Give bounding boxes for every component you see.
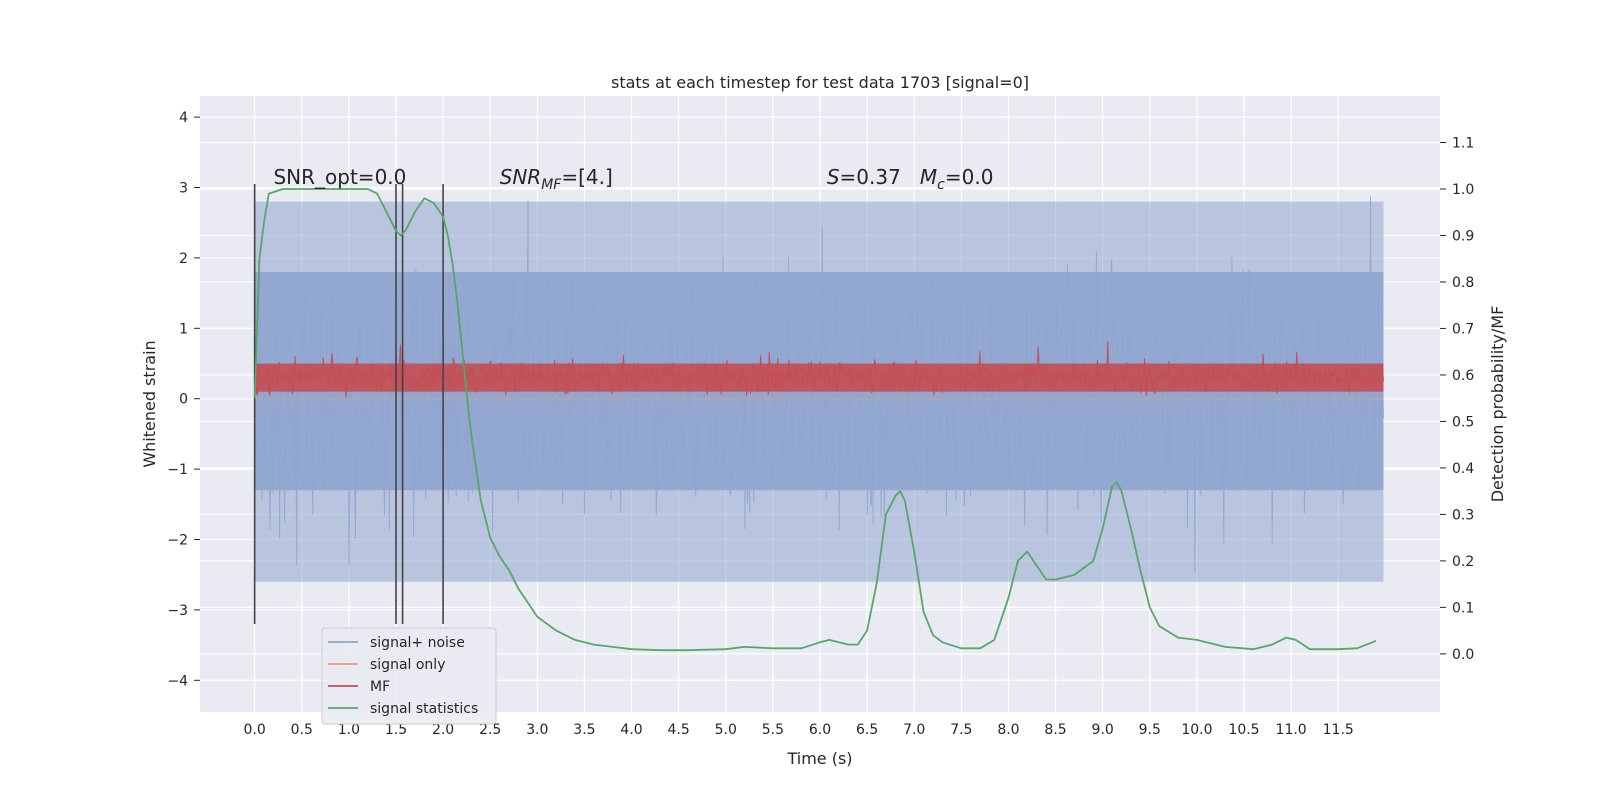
- legend-entry-label: signal only: [370, 657, 445, 673]
- y-tick-label: 4: [179, 110, 188, 126]
- x-tick-label: 7.0: [903, 722, 925, 738]
- x-tick-label: 8.0: [997, 722, 1019, 738]
- y-tick-label: 3: [179, 181, 188, 197]
- annotation-m: M: [920, 165, 937, 189]
- data-layer: [253, 184, 1384, 652]
- x-tick-label: 9.0: [1092, 722, 1114, 738]
- annotation-snr-mf-sub: MF: [541, 177, 562, 193]
- annotation-s: S: [827, 165, 840, 189]
- annotation-s-mc: S=0.37 Mc=0.0: [782, 165, 1025, 193]
- x-tick-label: 11.0: [1276, 722, 1307, 738]
- y2-tick-label: 1.0: [1452, 182, 1474, 198]
- y2-tick-label: 0.0: [1452, 647, 1474, 663]
- x-tick-label: 4.0: [620, 722, 642, 738]
- x-tick-label: 2.0: [432, 722, 454, 738]
- annotations: SNR_opt=0.0 SNRMF=[4.] S=0.37 Mc=0.0: [273, 165, 1025, 193]
- annotation-s-value: =0.37: [840, 165, 920, 189]
- x-tick-label: 6.5: [856, 722, 878, 738]
- chart-title: stats at each timestep for test data 170…: [611, 73, 1029, 92]
- y-tick-label: 0: [179, 392, 188, 408]
- y2-tick-label: 0.5: [1452, 414, 1474, 430]
- y-axis-label: Whitened strain: [140, 340, 159, 467]
- y-tick-label: −3: [167, 603, 188, 619]
- x-tick-label: 7.5: [950, 722, 972, 738]
- x-tick-label: 1.5: [385, 722, 407, 738]
- x-tick-label: 8.5: [1044, 722, 1066, 738]
- legend-entry-label: signal+ noise: [370, 635, 465, 651]
- annotation-snr-mf-main: SNR: [500, 165, 542, 189]
- y2-tick-label: 0.6: [1452, 368, 1474, 384]
- x-tick-label: 11.5: [1323, 722, 1354, 738]
- y2-tick-label: 0.3: [1452, 507, 1474, 523]
- y-tick-label: 1: [179, 321, 188, 337]
- x-tick-label: 5.0: [715, 722, 737, 738]
- annotation-snr-mf: SNRMF=[4.]: [500, 165, 613, 193]
- y-tick-label: −1: [167, 462, 188, 478]
- legend-box: [321, 627, 497, 725]
- y2-tick-label: 0.1: [1452, 600, 1474, 616]
- y2-tick-label: 0.2: [1452, 554, 1474, 570]
- annotation-snr-mf-rest: =[4.]: [561, 165, 612, 189]
- y-tick-label: −2: [167, 533, 188, 549]
- y-tick-label: −4: [167, 673, 188, 689]
- y2-tick-label: 0.9: [1452, 228, 1474, 244]
- ticks: 0.0 0.5 1.0 1.5 2.0 2.5 3.0 3.5 4.0 4.5 5.0 5.5 6.0 6…: [167, 110, 1474, 738]
- x-tick-label: 1.0: [338, 722, 360, 738]
- x-tick-label: 6.0: [809, 722, 831, 738]
- x-tick-label: 0.5: [291, 722, 313, 738]
- x-tick-label: 10.5: [1228, 722, 1259, 738]
- annotation-m-value: =0.0: [945, 165, 994, 189]
- legend-entry-label: MF: [370, 679, 390, 695]
- y2-axis-label: Detection probability/MF: [1488, 306, 1507, 503]
- x-tick-label: 0.0: [244, 722, 266, 738]
- legend: signal+ noise signal only MF signal statist…: [321, 627, 497, 725]
- x-tick-label: 5.5: [762, 722, 784, 738]
- x-tick-label: 9.5: [1139, 722, 1161, 738]
- y2-tick-label: 0.8: [1452, 275, 1474, 291]
- x-tick-label: 3.5: [573, 722, 595, 738]
- legend-entry-label: signal statistics: [370, 701, 478, 717]
- x-tick-label: 4.5: [668, 722, 690, 738]
- y2-tick-label: 1.1: [1452, 135, 1474, 151]
- y-tick-label: 2: [179, 251, 188, 267]
- x-tick-label: 3.0: [526, 722, 548, 738]
- y2-tick-label: 0.7: [1452, 321, 1474, 337]
- x-tick-label: 2.5: [479, 722, 501, 738]
- series-signal-statistics: [253, 188, 1377, 652]
- y2-tick-label: 0.4: [1452, 461, 1474, 477]
- annotation-m-sub: c: [937, 177, 945, 193]
- x-tick-label: 10.0: [1181, 722, 1212, 738]
- annotation-snr-opt: SNR_opt=0.0: [273, 165, 406, 189]
- x-axis-label: Time (s): [786, 749, 852, 768]
